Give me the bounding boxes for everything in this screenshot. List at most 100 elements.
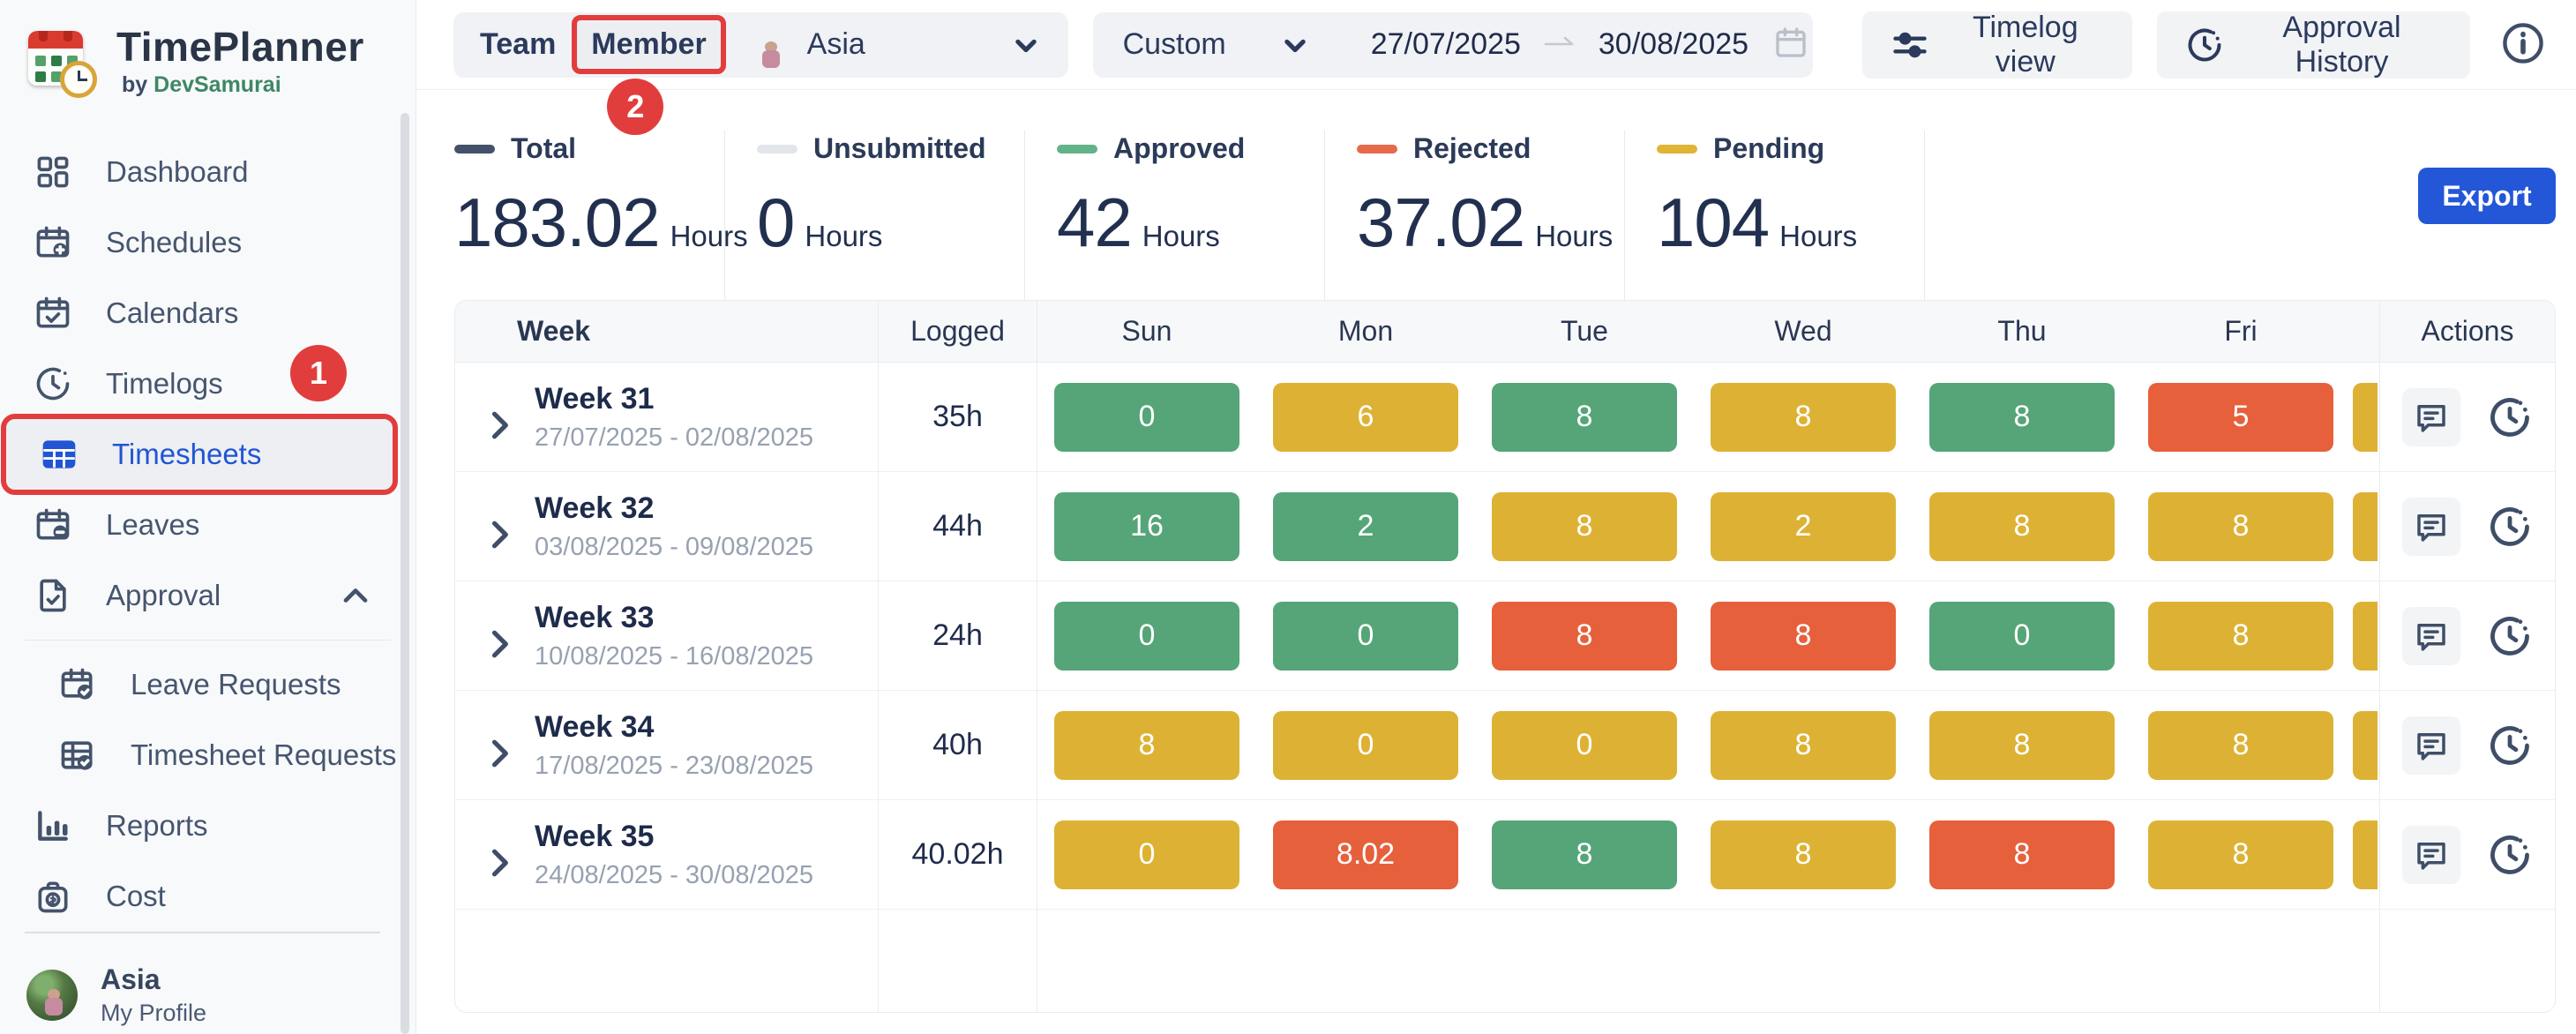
expand-chevron-icon[interactable] xyxy=(480,406,519,429)
time-history-icon[interactable] xyxy=(2487,723,2533,768)
sidebar-item-leave-requests[interactable]: Leave Requests xyxy=(0,649,400,720)
sidebar-item-leaves[interactable]: Leaves xyxy=(0,490,400,560)
expand-chevron-icon[interactable] xyxy=(480,843,519,866)
day-hours-bar[interactable]: 8 xyxy=(1054,711,1239,780)
day-hours-bar[interactable]: 8 xyxy=(1711,820,1896,889)
profile-avatar xyxy=(26,970,78,1021)
clipped-sat-bar xyxy=(2353,492,2378,561)
table-row: Week 35 24/08/2025 - 30/08/2025 40.02h 0… xyxy=(455,800,2555,910)
comment-icon[interactable] xyxy=(2402,498,2460,556)
day-hours-bar[interactable]: 6 xyxy=(1273,383,1458,452)
day-hours-bar[interactable]: 8 xyxy=(1929,820,2115,889)
time-history-icon[interactable] xyxy=(2487,832,2533,878)
day-hours-bar[interactable]: 8 xyxy=(2148,602,2333,671)
time-history-icon[interactable] xyxy=(2487,394,2533,440)
member-name: Asia xyxy=(807,27,865,62)
stat-approved: Approved 42Hours xyxy=(1025,131,1325,300)
logged-hours: 24h xyxy=(932,618,983,653)
day-hours-bar[interactable]: 8 xyxy=(2148,820,2333,889)
timesheet-table: Week Logged Sun Mon Tue Wed Thu Fri Acti… xyxy=(454,300,2556,1013)
main-area: Team Member 2 Asia Custom 27/07/2025 30/… xyxy=(416,0,2576,1034)
day-hours-bar[interactable]: 8 xyxy=(1711,711,1896,780)
chevron-up-icon xyxy=(336,576,375,615)
col-logged: Logged xyxy=(910,315,1005,348)
expand-chevron-icon[interactable] xyxy=(480,515,519,538)
app-logo: TimePlanner by DevSamurai xyxy=(0,0,416,114)
clipped-sat-bar xyxy=(2353,383,2378,452)
approved-legend-dash xyxy=(1057,145,1097,154)
day-hours-bar[interactable]: 8 xyxy=(1492,820,1677,889)
sidebar-item-approval[interactable]: Approval xyxy=(0,560,400,631)
sidebar-item-schedules[interactable]: Schedules xyxy=(0,207,400,278)
sidebar-item-reports[interactable]: Reports xyxy=(0,790,400,861)
stat-rejected: Rejected 37.02Hours xyxy=(1325,131,1625,300)
logged-hours: 40.02h xyxy=(912,837,1004,872)
expand-chevron-icon[interactable] xyxy=(480,734,519,757)
day-hours-bar[interactable]: 0 xyxy=(1273,602,1458,671)
week-label: Week 32 xyxy=(535,491,813,526)
expand-chevron-icon[interactable] xyxy=(480,625,519,648)
day-hours-bar[interactable]: 8 xyxy=(1711,383,1896,452)
day-hours-bar[interactable]: 0 xyxy=(1054,602,1239,671)
day-hours-bar[interactable]: 16 xyxy=(1054,492,1239,561)
date-from-input[interactable]: 27/07/2025 xyxy=(1371,27,1521,62)
range-preset-select[interactable]: Custom xyxy=(1123,27,1226,62)
day-hours-bar[interactable]: 2 xyxy=(1711,492,1896,561)
table-row: Week 34 17/08/2025 - 23/08/2025 40h 8 0 … xyxy=(455,691,2555,800)
time-history-icon[interactable] xyxy=(2487,504,2533,550)
day-hours-bar[interactable]: 8 xyxy=(1492,492,1677,561)
day-hours-bar[interactable]: 8 xyxy=(1492,602,1677,671)
day-hours-bar[interactable]: 2 xyxy=(1273,492,1458,561)
col-wed: Wed xyxy=(1774,315,1831,348)
time-history-icon[interactable] xyxy=(2487,613,2533,659)
day-hours-bar[interactable]: 8 xyxy=(1929,492,2115,561)
day-hours-bar[interactable]: 8.02 xyxy=(1273,820,1458,889)
day-hours-bar[interactable]: 0 xyxy=(1054,383,1239,452)
stat-total: Total 183.02Hours xyxy=(454,131,725,300)
clipped-sat-bar xyxy=(2353,602,2378,671)
scope-team-option[interactable]: Team xyxy=(480,27,556,62)
date-to-input[interactable]: 30/08/2025 xyxy=(1599,27,1749,62)
day-hours-bar[interactable]: 0 xyxy=(1054,820,1239,889)
day-hours-bar[interactable]: 0 xyxy=(1273,711,1458,780)
scope-member-select[interactable]: Team Member 2 Asia xyxy=(453,12,1068,78)
chevron-down-icon xyxy=(1276,26,1314,64)
profile-section[interactable]: Asia My Profile xyxy=(25,932,380,1034)
scope-member-option[interactable]: Member 2 xyxy=(577,20,720,69)
logged-hours: 40h xyxy=(932,728,983,762)
sidebar-item-timesheet-requests[interactable]: Timesheet Requests xyxy=(0,720,400,790)
sidebar-item-timesheets[interactable]: 1 Timesheets xyxy=(6,419,393,490)
timelog-view-button[interactable]: Timelog view xyxy=(1862,11,2132,79)
sidebar-item-dashboard[interactable]: Dashboard xyxy=(0,137,400,207)
document-check-icon xyxy=(34,576,72,615)
summary-stats: Total 183.02Hours Unsubmitted 0Hours App… xyxy=(416,90,2576,300)
day-hours-bar[interactable]: 5 xyxy=(2148,383,2333,452)
comment-icon[interactable] xyxy=(2402,607,2460,665)
table-header: Week Logged Sun Mon Tue Wed Thu Fri Acti… xyxy=(455,301,2555,363)
sidebar-item-calendars[interactable]: Calendars xyxy=(0,278,400,348)
bar-chart-icon xyxy=(34,806,72,845)
day-hours-bar[interactable]: 8 xyxy=(1929,711,2115,780)
day-hours-bar[interactable]: 8 xyxy=(1492,383,1677,452)
sidebar-scrollbar[interactable] xyxy=(401,113,409,1034)
day-hours-bar[interactable]: 8 xyxy=(1711,602,1896,671)
day-hours-bar[interactable]: 8 xyxy=(1929,383,2115,452)
comment-icon[interactable] xyxy=(2402,388,2460,446)
profile-name: Asia xyxy=(101,963,206,996)
week-date-range: 03/08/2025 - 09/08/2025 xyxy=(535,533,813,562)
info-icon[interactable] xyxy=(2500,20,2546,69)
calendar-icon[interactable] xyxy=(1773,25,1808,64)
comment-icon[interactable] xyxy=(2402,716,2460,775)
export-button[interactable]: Export xyxy=(2418,168,2556,224)
day-hours-bar[interactable]: 8 xyxy=(2148,711,2333,780)
member-avatar xyxy=(744,22,790,68)
comment-icon[interactable] xyxy=(2402,826,2460,884)
day-hours-bar[interactable]: 0 xyxy=(1929,602,2115,671)
approval-history-button[interactable]: Approval History xyxy=(2157,11,2470,79)
day-hours-bar[interactable]: 0 xyxy=(1492,711,1677,780)
dashboard-icon xyxy=(34,153,72,191)
sidebar-item-cost[interactable]: Cost xyxy=(0,861,400,932)
week-date-range: 10/08/2025 - 16/08/2025 xyxy=(535,642,813,671)
day-hours-bar[interactable]: 8 xyxy=(2148,492,2333,561)
sidebar: TimePlanner by DevSamurai Dashboard Sche… xyxy=(0,0,416,1034)
